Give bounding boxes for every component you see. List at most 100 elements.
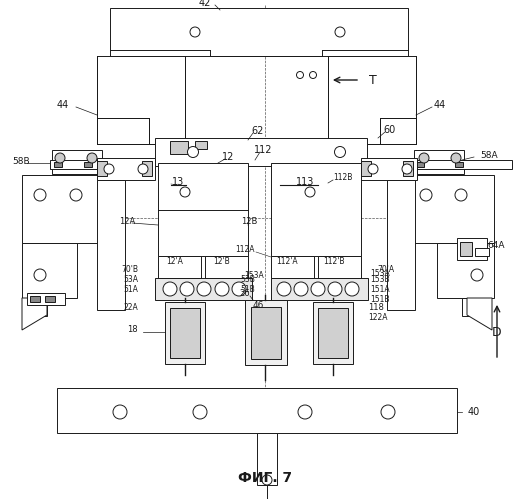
- Bar: [271, 163, 361, 256]
- Text: 51B: 51B: [240, 286, 255, 294]
- Bar: [57, 388, 457, 433]
- Circle shape: [163, 282, 177, 296]
- Circle shape: [381, 405, 395, 419]
- Circle shape: [297, 72, 303, 78]
- Bar: [361, 161, 371, 176]
- Bar: [158, 163, 248, 256]
- Bar: [437, 243, 494, 298]
- Bar: [328, 56, 416, 144]
- Bar: [416, 162, 424, 167]
- Bar: [50, 160, 150, 169]
- Circle shape: [104, 164, 114, 174]
- Text: 18: 18: [127, 326, 138, 334]
- Circle shape: [294, 282, 308, 296]
- Text: 153B: 153B: [370, 276, 390, 284]
- Bar: [52, 150, 102, 174]
- Text: 53A: 53A: [123, 276, 138, 284]
- Text: 12: 12: [222, 152, 234, 162]
- Text: 122A: 122A: [368, 314, 388, 322]
- Text: 112A: 112A: [235, 246, 255, 254]
- Text: 64A: 64A: [487, 242, 505, 250]
- Text: 42: 42: [199, 0, 211, 8]
- Text: 60: 60: [384, 125, 396, 135]
- Bar: [22, 298, 47, 316]
- Circle shape: [471, 269, 483, 281]
- Polygon shape: [467, 298, 492, 330]
- Text: 112B: 112B: [333, 174, 353, 182]
- Bar: [30, 296, 40, 302]
- Circle shape: [113, 405, 127, 419]
- Text: 46: 46: [252, 300, 264, 310]
- Circle shape: [188, 146, 198, 158]
- Text: 40: 40: [468, 407, 480, 417]
- Circle shape: [335, 146, 345, 158]
- Bar: [110, 8, 408, 56]
- Bar: [460, 242, 472, 256]
- Circle shape: [311, 282, 325, 296]
- Text: ФИГ. 7: ФИГ. 7: [238, 471, 292, 485]
- Bar: [251, 307, 281, 359]
- Text: D: D: [492, 326, 502, 340]
- Bar: [271, 278, 368, 300]
- Text: 153A: 153A: [370, 268, 390, 278]
- Text: 12A: 12A: [119, 218, 135, 226]
- Circle shape: [328, 282, 342, 296]
- Circle shape: [305, 187, 315, 197]
- Circle shape: [190, 27, 200, 37]
- Text: 70'A: 70'A: [377, 266, 394, 274]
- Bar: [22, 175, 104, 243]
- Circle shape: [34, 269, 46, 281]
- Text: 118: 118: [368, 304, 384, 312]
- Bar: [257, 433, 277, 485]
- Circle shape: [345, 282, 359, 296]
- Bar: [165, 302, 205, 364]
- Circle shape: [451, 153, 461, 163]
- Bar: [22, 243, 77, 298]
- Text: 112: 112: [254, 145, 272, 155]
- Bar: [403, 161, 413, 176]
- Text: 22A: 22A: [123, 304, 138, 312]
- Bar: [45, 296, 55, 302]
- Circle shape: [335, 27, 345, 37]
- Text: 51A: 51A: [123, 286, 138, 294]
- Bar: [97, 180, 125, 310]
- Bar: [54, 162, 62, 167]
- Bar: [462, 298, 490, 316]
- Bar: [412, 160, 512, 169]
- Text: 151A: 151A: [370, 286, 390, 294]
- Text: T: T: [369, 74, 377, 86]
- Bar: [170, 141, 188, 154]
- Bar: [380, 118, 416, 144]
- Bar: [97, 161, 107, 176]
- Text: 44: 44: [434, 100, 446, 110]
- Circle shape: [232, 282, 246, 296]
- Text: 53B: 53B: [240, 276, 255, 284]
- Circle shape: [309, 72, 317, 78]
- Circle shape: [402, 164, 412, 174]
- Circle shape: [180, 282, 194, 296]
- Circle shape: [215, 282, 229, 296]
- Text: 12'B: 12'B: [214, 258, 230, 266]
- Circle shape: [455, 189, 467, 201]
- Bar: [318, 308, 348, 358]
- Bar: [271, 256, 314, 278]
- Polygon shape: [22, 298, 47, 330]
- Circle shape: [70, 189, 82, 201]
- Text: 58A: 58A: [480, 150, 498, 160]
- Text: 62: 62: [252, 126, 264, 136]
- Bar: [318, 256, 361, 278]
- Bar: [245, 300, 287, 365]
- Bar: [155, 138, 367, 166]
- Text: 58B: 58B: [12, 158, 30, 166]
- Bar: [97, 118, 149, 144]
- Text: 151B: 151B: [370, 296, 390, 304]
- Text: 13: 13: [172, 177, 184, 187]
- Text: 12B: 12B: [241, 218, 258, 226]
- Circle shape: [138, 164, 148, 174]
- Circle shape: [193, 405, 207, 419]
- Circle shape: [262, 475, 272, 485]
- Circle shape: [87, 153, 97, 163]
- Bar: [455, 162, 463, 167]
- Text: 112'B: 112'B: [323, 258, 345, 266]
- Text: 44: 44: [57, 100, 69, 110]
